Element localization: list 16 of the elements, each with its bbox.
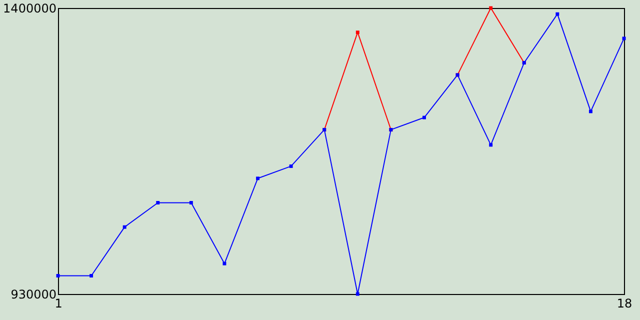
point xyxy=(122,225,126,229)
point xyxy=(556,12,560,16)
x-tick-label: 1 xyxy=(54,296,62,310)
y-tick-label: 1400000 xyxy=(3,2,56,16)
point xyxy=(422,116,426,120)
x-tick-label: 18 xyxy=(616,296,632,310)
point xyxy=(189,200,193,204)
point xyxy=(156,200,160,204)
y-tick-label: 930000 xyxy=(10,288,56,302)
point xyxy=(588,110,592,114)
point xyxy=(256,176,260,180)
point xyxy=(222,262,226,266)
point xyxy=(90,274,94,278)
point xyxy=(489,143,493,147)
point xyxy=(356,30,360,34)
point xyxy=(289,164,293,168)
